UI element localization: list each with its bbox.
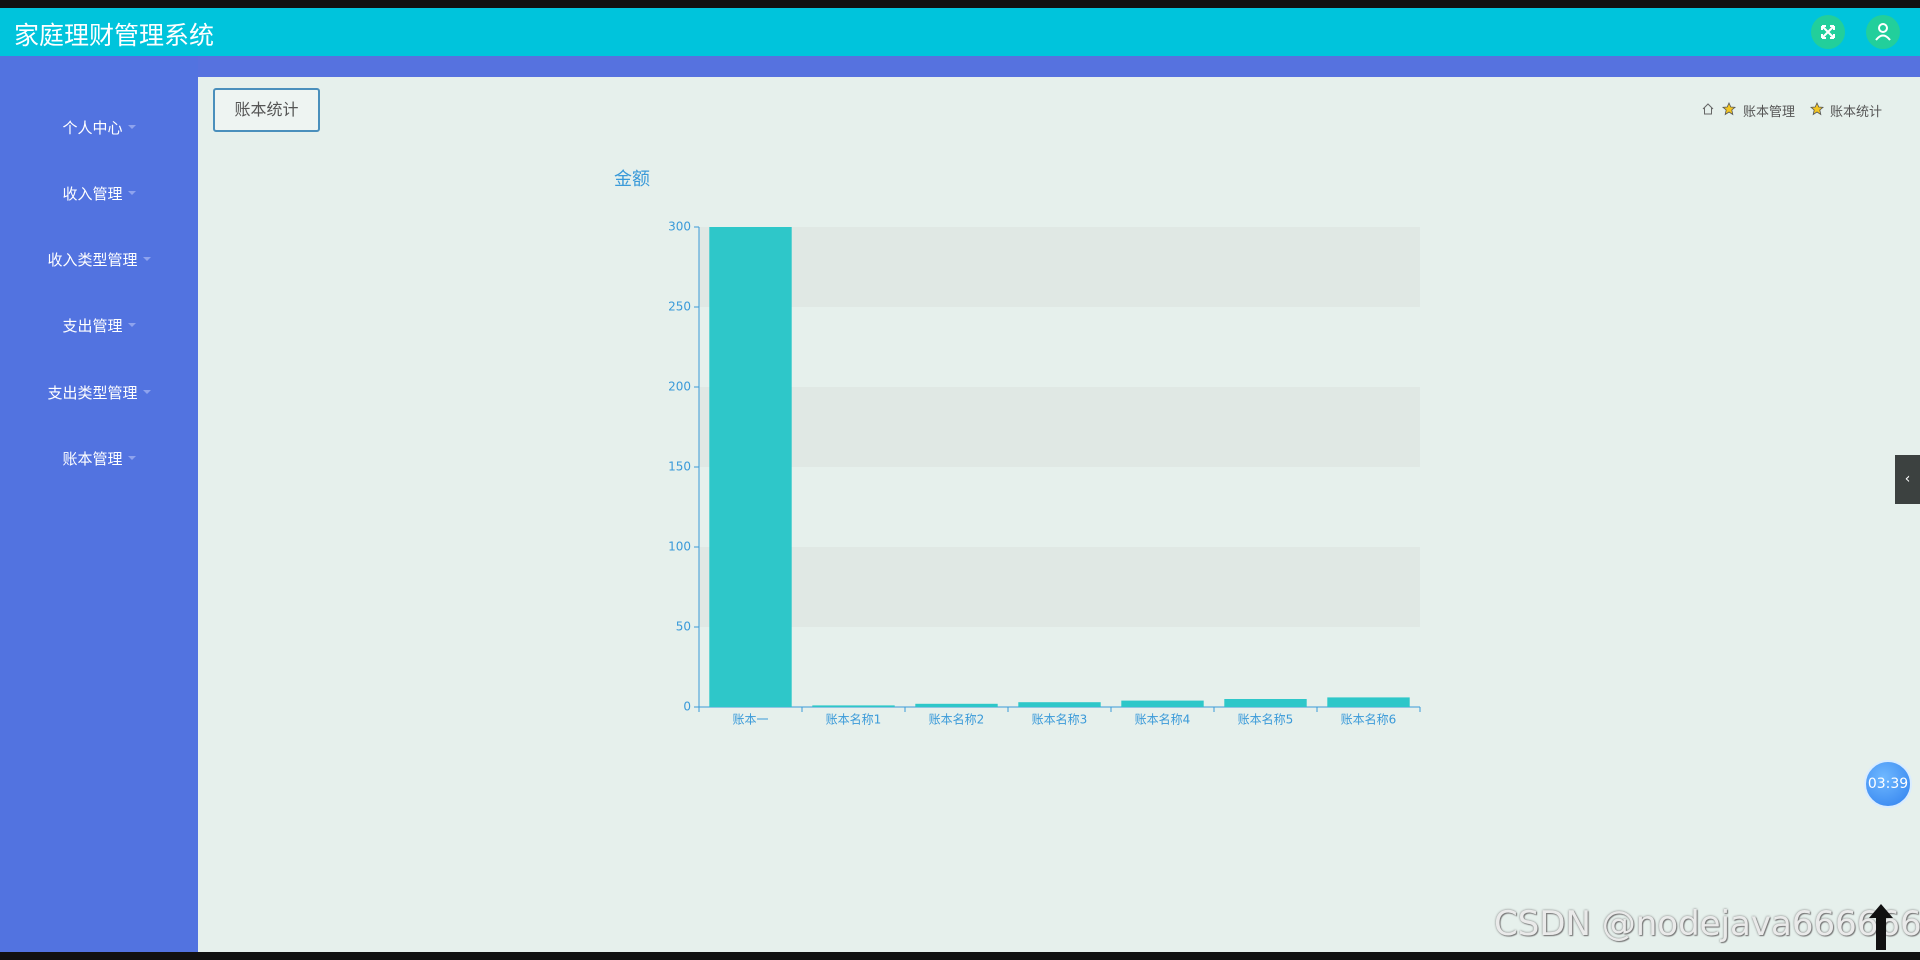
x-tick-label: 账本名称3 (1032, 712, 1088, 727)
bar (915, 703, 998, 707)
x-tick-label: 账本名称6 (1341, 712, 1397, 727)
x-tick-label: 账本名称4 (1135, 712, 1191, 727)
menu-item[interactable]: 支出类型管理 (0, 382, 198, 403)
menu-item[interactable]: 支出管理 (0, 315, 198, 336)
split-area (699, 547, 1420, 627)
breadcrumb[interactable]: 账本统计 (1830, 105, 1883, 120)
sub-header (0, 56, 1920, 77)
y-tick-label: 0 (683, 700, 691, 714)
x-tick-label: 账本名称5 (1238, 712, 1294, 727)
timer: 03:39 (1864, 760, 1912, 808)
bar (709, 227, 792, 707)
chart-title: 金额 (614, 169, 650, 190)
fullscreen-button[interactable] (1811, 15, 1845, 49)
bar (1327, 697, 1410, 707)
back-to-top[interactable] (1866, 900, 1896, 952)
bottom-bar (0, 952, 1920, 960)
split-area (699, 227, 1420, 307)
y-tick-label: 300 (668, 220, 691, 234)
x-tick-label: 账本名称2 (929, 712, 985, 727)
y-tick-label: 250 (668, 300, 691, 314)
tab-button[interactable]: 账本统计 (213, 88, 320, 132)
icon (1821, 25, 1835, 39)
watermark: CSDN @nodejava666666 (1494, 904, 1920, 944)
star-icon (1810, 102, 1824, 116)
y-tick-label: 50 (676, 620, 691, 634)
y-tick-label: 200 (668, 380, 691, 394)
sidebar: 个人中心 收入管理 收入类型管理 支出管理 支出类型管理 账本管理 (0, 56, 198, 952)
header: 家庭理财管理系统 (0, 8, 1920, 56)
x-tick-label: 账本一 (732, 713, 768, 727)
bar (1018, 702, 1101, 707)
bar (812, 705, 895, 707)
side-toggle[interactable]: ‹ (1895, 455, 1920, 504)
x-tick-label: 账本名称1 (826, 712, 882, 727)
top-line (0, 0, 1920, 8)
menu-item[interactable]: 收入管理 (0, 183, 198, 204)
star-icon (1722, 102, 1736, 116)
bar (1224, 699, 1307, 707)
menu-item[interactable]: 收入类型管理 (0, 249, 198, 270)
split-area (699, 387, 1420, 467)
y-tick-label: 150 (668, 460, 691, 474)
user-button[interactable] (1866, 15, 1900, 49)
home-icon[interactable] (1701, 102, 1715, 116)
breadcrumb[interactable]: 账本管理 (1743, 105, 1796, 120)
icon (1875, 23, 1891, 41)
menu-item[interactable]: 账本管理 (0, 448, 198, 469)
app-title: 家庭理财管理系统 (14, 21, 215, 50)
menu-item[interactable]: 个人中心 (0, 117, 198, 138)
bar (1121, 700, 1204, 707)
y-tick-label: 100 (668, 540, 691, 554)
